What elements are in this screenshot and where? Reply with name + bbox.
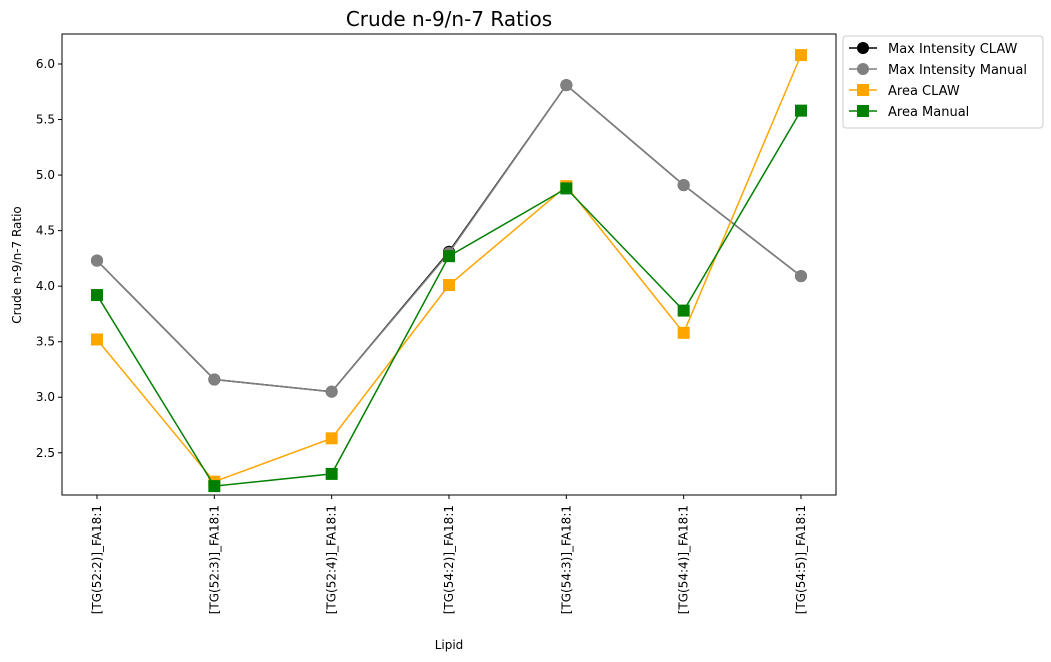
- series-area-claw: [91, 49, 807, 488]
- legend-item: Max Intensity CLAW: [849, 42, 1018, 57]
- y-axis-label: Crude n-9/n-7 Ratio: [10, 206, 24, 324]
- data-point: [560, 79, 573, 92]
- legend-marker: [857, 84, 869, 96]
- data-point: [325, 467, 338, 480]
- x-tick-label: [TG(52:3)]_FA18:1: [207, 505, 221, 614]
- legend-label: Max Intensity CLAW: [888, 42, 1018, 57]
- legend-label: Max Intensity Manual: [888, 63, 1027, 78]
- y-tick-label: 6.0: [36, 57, 55, 71]
- data-point: [208, 480, 221, 493]
- data-point: [795, 104, 807, 117]
- series-line: [96, 83, 802, 393]
- y-tick-label: 3.0: [36, 390, 55, 404]
- data-point: [91, 333, 103, 346]
- y-tick-label: 4.5: [36, 224, 55, 238]
- data-point: [560, 182, 573, 195]
- data-point: [443, 250, 455, 263]
- x-axis-label: Lipid: [435, 638, 464, 652]
- legend-marker: [857, 42, 869, 54]
- data-point: [91, 254, 103, 267]
- legend-item: Area Manual: [849, 105, 969, 120]
- series-max-intensity-claw: [91, 79, 807, 398]
- legend-item: Area CLAW: [849, 84, 960, 99]
- legend-box: [842, 35, 1044, 129]
- data-point: [325, 432, 338, 445]
- series-max-intensity-manual: [91, 79, 807, 398]
- y-tick-label: 2.5: [36, 446, 55, 460]
- legend-label: Area Manual: [888, 105, 969, 120]
- data-point: [677, 179, 690, 192]
- series-line: [96, 83, 802, 393]
- series-area-manual: [91, 104, 807, 493]
- data-point: [677, 304, 690, 317]
- data-point: [795, 49, 807, 62]
- plot-area: 2.5 3.0 3.5 4.0 4.5 5.0 5.5 6.0 [TG(52:2)]_FA18:…: [36, 33, 837, 614]
- data-point: [795, 270, 807, 283]
- series-line: [96, 54, 802, 483]
- y-tick-label: 4.0: [36, 279, 55, 293]
- x-tick-label: [TG(52:2)]_FA18:1: [90, 505, 104, 614]
- x-tick-label: [TG(54:3)]_FA18:1: [559, 505, 573, 614]
- legend-item: Max Intensity Manual: [849, 63, 1027, 78]
- data-point: [325, 385, 338, 398]
- series-line: [96, 110, 802, 487]
- x-tick-label: [TG(52:4)]_FA18:1: [325, 505, 339, 614]
- y-tick-label: 5.0: [36, 168, 55, 182]
- chart-title: Crude n-9/n-7 Ratios: [346, 7, 552, 31]
- x-tick-label: [TG(54:2)]_FA18:1: [442, 505, 456, 614]
- data-point: [677, 326, 690, 339]
- x-tick-label: [TG(54:5)]_FA18:1: [794, 505, 808, 614]
- legend: Max Intensity CLAW Max Intensity Manual Ar…: [842, 35, 1044, 129]
- y-tick-label: 5.5: [36, 113, 55, 127]
- data-point: [91, 289, 103, 302]
- legend-marker: [857, 63, 869, 75]
- x-tick-label: [TG(54:4)]_FA18:1: [677, 505, 691, 614]
- legend-marker: [857, 105, 869, 117]
- y-tick-label: 3.5: [36, 335, 55, 349]
- data-point: [208, 373, 221, 386]
- legend-label: Area CLAW: [888, 84, 960, 99]
- data-point: [443, 279, 455, 292]
